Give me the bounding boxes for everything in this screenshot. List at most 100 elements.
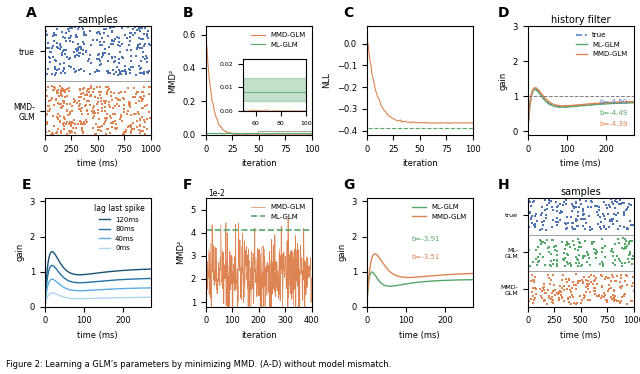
Point [612, 236, 623, 242]
Point [140, 131, 150, 137]
Point [576, 263, 586, 269]
Point [547, 294, 557, 300]
Point [607, 249, 618, 255]
Point [541, 227, 551, 233]
Point [63, 112, 74, 118]
Point [568, 238, 578, 244]
Point [52, 111, 63, 117]
Point [593, 207, 604, 213]
Point [609, 262, 620, 268]
Point [143, 91, 154, 97]
Point [579, 295, 589, 301]
Point [135, 70, 145, 76]
Point [77, 125, 87, 131]
Point [83, 86, 93, 92]
ML-GLM [414, 280, 422, 285]
Point [562, 239, 572, 245]
X-axis label: iteration: iteration [241, 331, 276, 340]
Point [103, 70, 113, 76]
120ms [92, 271, 99, 276]
Point [77, 24, 87, 30]
Y-axis label: MMD²: MMD² [168, 68, 177, 93]
Point [134, 62, 144, 68]
Point [623, 257, 634, 263]
Point [44, 54, 54, 60]
Point [50, 64, 60, 70]
Point [82, 88, 92, 94]
Point [570, 246, 580, 252]
Point [108, 24, 118, 30]
Point [602, 300, 612, 306]
Point [144, 109, 154, 115]
Point [536, 238, 546, 244]
Point [134, 36, 145, 42]
Point [570, 218, 580, 224]
Point [58, 115, 68, 121]
Point [130, 30, 140, 36]
Point [106, 41, 116, 47]
ML-GLM [575, 104, 582, 108]
Point [56, 101, 67, 107]
Point [72, 48, 82, 54]
Point [563, 220, 573, 226]
Point [40, 84, 51, 90]
Point [552, 222, 562, 228]
Point [559, 250, 570, 256]
Point [565, 287, 575, 293]
Point [124, 100, 134, 106]
Point [572, 286, 582, 292]
Point [61, 30, 71, 36]
Point [618, 246, 628, 252]
Point [118, 95, 128, 101]
Point [131, 111, 141, 117]
Point [609, 296, 620, 302]
Point [572, 217, 582, 223]
Point [113, 96, 124, 102]
Point [55, 42, 65, 48]
Point [598, 245, 609, 251]
Point [74, 106, 84, 112]
Point [550, 247, 560, 253]
Point [547, 299, 557, 305]
Point [47, 71, 57, 77]
80ms [104, 278, 112, 283]
Point [538, 285, 548, 291]
Point [592, 293, 602, 299]
Point [54, 119, 65, 125]
Point [627, 238, 637, 244]
Point [136, 36, 146, 42]
Point [80, 104, 90, 110]
Point [621, 282, 632, 288]
Point [527, 300, 538, 306]
Point [83, 58, 93, 64]
ML-GLM [368, 270, 376, 274]
Point [614, 258, 625, 264]
Point [54, 41, 65, 47]
Point [136, 25, 147, 31]
Point [75, 101, 85, 107]
Point [69, 96, 79, 102]
Point [84, 98, 95, 104]
Point [553, 219, 563, 225]
Point [95, 39, 105, 45]
Point [540, 262, 550, 268]
Point [124, 42, 134, 48]
Text: B: B [182, 6, 193, 21]
Point [136, 94, 146, 100]
Point [573, 213, 583, 219]
Point [109, 54, 120, 60]
Point [616, 272, 627, 278]
Point [621, 238, 631, 244]
Point [533, 254, 543, 260]
Point [564, 276, 574, 282]
Point [93, 107, 103, 113]
Point [93, 95, 103, 101]
Point [132, 89, 142, 95]
Point [547, 204, 557, 210]
Point [82, 98, 92, 104]
Point [52, 45, 63, 51]
Point [86, 93, 97, 99]
MMD-GLM [207, 304, 215, 309]
Point [138, 93, 148, 99]
120ms [128, 268, 136, 272]
